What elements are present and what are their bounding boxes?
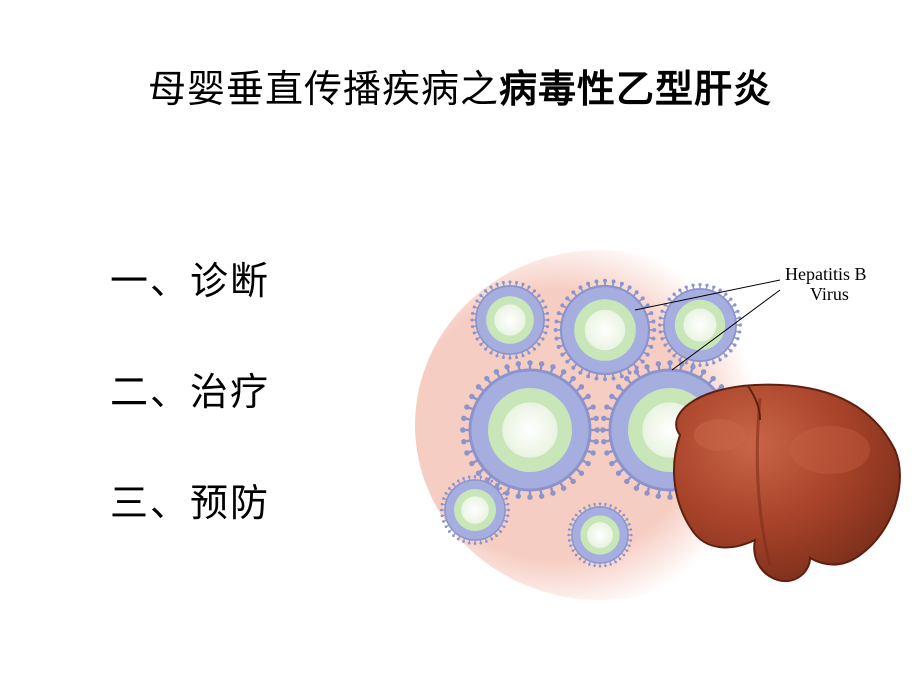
title-prefix: 母婴垂直传播疾病之 [148,69,499,111]
list-item: 一、诊断 [110,250,270,305]
list-item-label: 二、治疗 [110,372,270,414]
list-item-label: 一、诊断 [110,261,270,303]
list-item-label: 三、预防 [110,483,270,525]
hepatitis-illustration: Hepatitis B Virus [410,210,910,610]
slide-title: 母婴垂直传播疾病之病毒性乙型肝炎 [0,58,920,113]
outline-list: 一、诊断 二、治疗 三、预防 [110,250,270,583]
list-item: 三、预防 [110,472,270,527]
list-item: 二、治疗 [110,361,270,416]
virus-label-line2: Virus [810,284,849,304]
slide: 母婴垂直传播疾病之病毒性乙型肝炎 一、诊断 二、治疗 三、预防 [0,0,920,690]
hepatitis-svg: Hepatitis B Virus [410,210,910,610]
virus-label-line1: Hepatitis B [785,264,867,284]
title-bold: 病毒性乙型肝炎 [499,69,772,111]
svg-text:Hepatitis B Virus: Hepatitis B Virus [785,264,871,304]
